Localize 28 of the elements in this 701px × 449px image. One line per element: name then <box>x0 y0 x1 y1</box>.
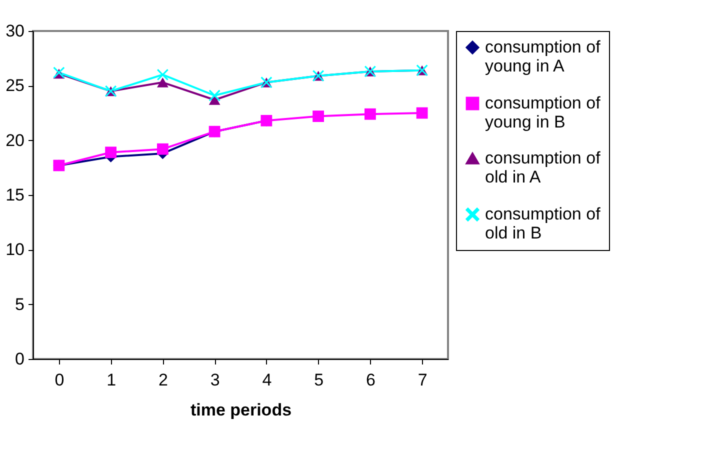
point <box>156 143 168 155</box>
point <box>364 108 376 120</box>
x-tick-label: 6 <box>366 370 376 390</box>
point <box>312 110 324 122</box>
x-tick-label: 1 <box>106 370 116 390</box>
point <box>105 146 117 158</box>
y-tick-label: 20 <box>6 130 24 150</box>
legend-label: consumption of old in A <box>485 148 601 186</box>
y-tick-label: 5 <box>15 294 24 314</box>
y-tick-label: 25 <box>6 76 24 96</box>
point <box>156 69 168 80</box>
x-axis-title: time periods <box>190 400 292 420</box>
legend-label: consumption of old in B <box>485 204 601 242</box>
x-tick-label: 5 <box>314 370 324 390</box>
y-tick-label: 0 <box>15 350 24 368</box>
x-tick-label: 3 <box>210 370 220 390</box>
point <box>156 77 168 88</box>
y-tick-label: 30 <box>6 22 24 40</box>
x-tick-label: 2 <box>158 370 168 390</box>
x-tick-label: 7 <box>418 370 428 390</box>
legend-label: consumption of young in B <box>485 94 601 132</box>
point <box>208 90 220 102</box>
y-tick-label: 10 <box>6 240 24 260</box>
point <box>416 107 428 119</box>
y-tick-label: 15 <box>6 186 24 204</box>
x-tick-label: 4 <box>262 370 272 390</box>
x-tick-label: 0 <box>54 370 64 390</box>
legend-label: consumption of young in A <box>485 38 601 76</box>
